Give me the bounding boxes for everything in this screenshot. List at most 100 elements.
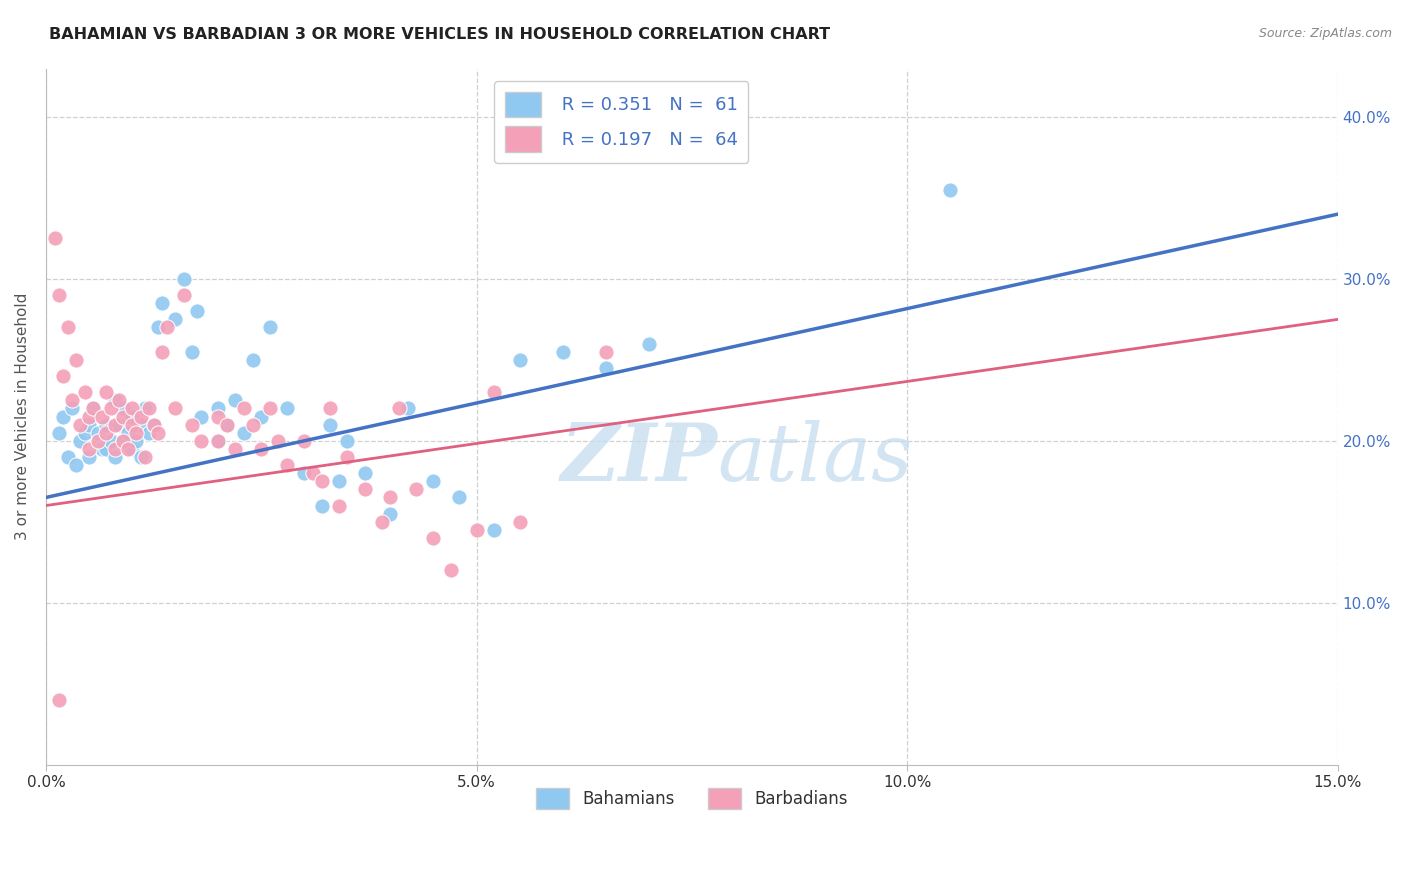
Point <box>207 409 229 424</box>
Point <box>56 450 79 464</box>
Point <box>112 401 135 416</box>
Legend: Bahamians, Barbadians: Bahamians, Barbadians <box>529 781 855 815</box>
Point <box>69 417 91 432</box>
Point <box>405 483 427 497</box>
Point <box>100 401 122 416</box>
Point <box>939 183 962 197</box>
Point <box>91 442 114 456</box>
Point <box>380 491 402 505</box>
Point <box>336 450 359 464</box>
Point <box>150 296 173 310</box>
Point <box>328 499 350 513</box>
Point <box>121 442 143 456</box>
Point <box>371 515 394 529</box>
Point <box>86 434 108 448</box>
Point <box>121 409 143 424</box>
Point <box>207 401 229 416</box>
Point <box>259 401 281 416</box>
Point <box>292 466 315 480</box>
Point <box>129 417 152 432</box>
Y-axis label: 3 or more Vehicles in Household: 3 or more Vehicles in Household <box>15 293 30 541</box>
Point <box>73 425 96 440</box>
Point <box>233 401 256 416</box>
Point <box>276 401 298 416</box>
Point <box>250 442 273 456</box>
Point <box>224 393 246 408</box>
Point <box>77 450 100 464</box>
Point <box>190 409 212 424</box>
Point <box>112 434 135 448</box>
Point <box>134 401 156 416</box>
Point <box>56 320 79 334</box>
Point <box>224 442 246 456</box>
Point <box>482 385 505 400</box>
Text: BAHAMIAN VS BARBADIAN 3 OR MORE VEHICLES IN HOUSEHOLD CORRELATION CHART: BAHAMIAN VS BARBADIAN 3 OR MORE VEHICLES… <box>49 27 831 42</box>
Point <box>328 475 350 489</box>
Point <box>65 352 87 367</box>
Point <box>96 425 118 440</box>
Point <box>319 401 342 416</box>
Point <box>146 320 169 334</box>
Point <box>96 417 118 432</box>
Point <box>302 466 325 480</box>
Point <box>150 344 173 359</box>
Point <box>509 352 531 367</box>
Point <box>637 336 659 351</box>
Point <box>44 231 66 245</box>
Point <box>173 288 195 302</box>
Point <box>65 458 87 472</box>
Point <box>311 475 333 489</box>
Point <box>422 531 444 545</box>
Point <box>173 272 195 286</box>
Point <box>207 434 229 448</box>
Point <box>215 417 238 432</box>
Point <box>190 434 212 448</box>
Point <box>117 442 139 456</box>
Point <box>165 401 187 416</box>
Point <box>551 344 574 359</box>
Point <box>100 434 122 448</box>
Point <box>52 369 75 384</box>
Point <box>138 425 160 440</box>
Point <box>125 434 148 448</box>
Point <box>595 344 617 359</box>
Point <box>207 434 229 448</box>
Point <box>142 417 165 432</box>
Point <box>181 344 204 359</box>
Text: atlas: atlas <box>717 419 912 497</box>
Point <box>509 515 531 529</box>
Point <box>60 401 83 416</box>
Point <box>396 401 419 416</box>
Point <box>276 458 298 472</box>
Point <box>134 450 156 464</box>
Point <box>77 417 100 432</box>
Point <box>292 434 315 448</box>
Point <box>48 288 70 302</box>
Point <box>96 385 118 400</box>
Point <box>233 425 256 440</box>
Point <box>482 523 505 537</box>
Point <box>336 434 359 448</box>
Point <box>353 483 375 497</box>
Point <box>422 475 444 489</box>
Point <box>267 434 290 448</box>
Point <box>449 491 471 505</box>
Point <box>86 425 108 440</box>
Point <box>353 466 375 480</box>
Point <box>108 417 131 432</box>
Point <box>112 409 135 424</box>
Point <box>142 417 165 432</box>
Point <box>96 442 118 456</box>
Point <box>52 409 75 424</box>
Point <box>104 450 127 464</box>
Text: Source: ZipAtlas.com: Source: ZipAtlas.com <box>1258 27 1392 40</box>
Point <box>319 417 342 432</box>
Point <box>186 304 208 318</box>
Point <box>138 401 160 416</box>
Point <box>77 442 100 456</box>
Point <box>129 409 152 424</box>
Point <box>108 393 131 408</box>
Point <box>129 450 152 464</box>
Point <box>388 401 411 416</box>
Point <box>242 352 264 367</box>
